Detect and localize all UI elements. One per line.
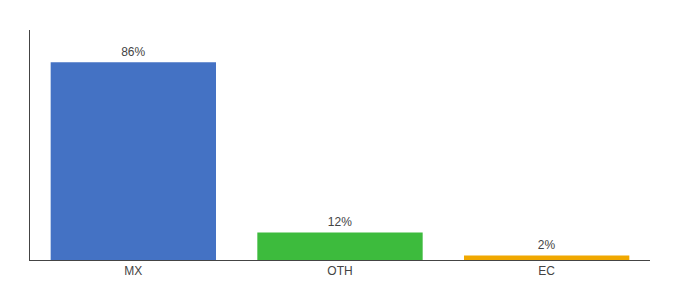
svg-text:12%: 12% [328,215,352,229]
svg-text:86%: 86% [121,45,145,59]
svg-text:OTH: OTH [327,264,352,278]
svg-text:MX: MX [124,264,142,278]
svg-text:2%: 2% [538,238,556,252]
svg-text:EC: EC [538,264,555,278]
